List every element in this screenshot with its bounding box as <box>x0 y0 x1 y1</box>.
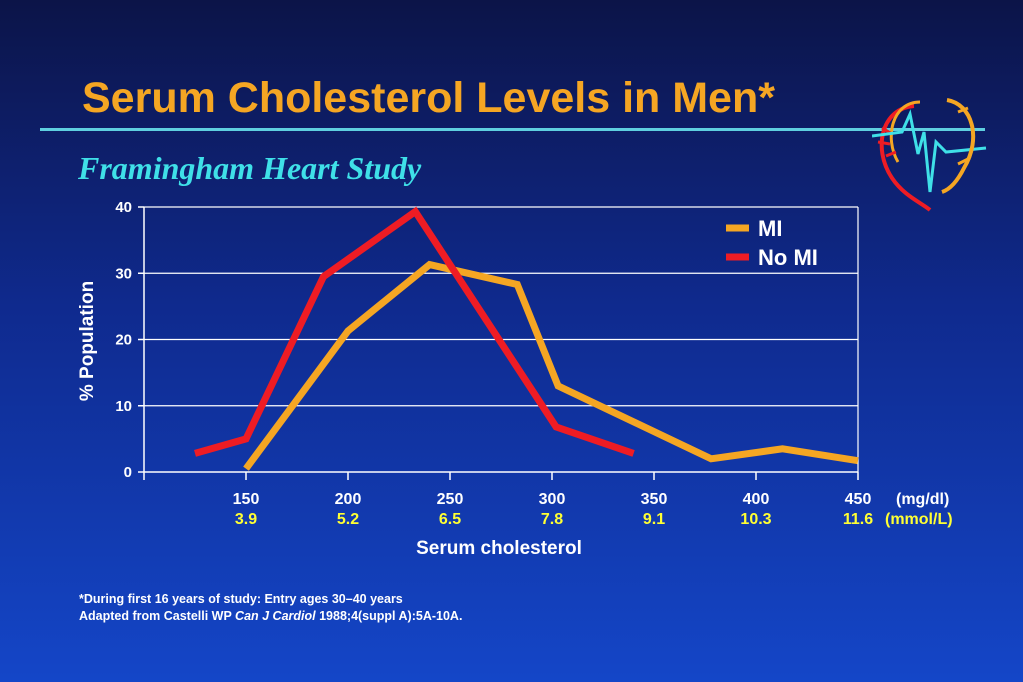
y-tick-label: 0 <box>124 464 132 481</box>
footnote-line-2: Adapted from Castelli WP Can J Cardiol 1… <box>79 608 462 625</box>
y-tick-label: 40 <box>115 199 132 216</box>
footnote: *During first 16 years of study: Entry a… <box>79 591 462 625</box>
x-tick-label-mgdl: 150 <box>233 491 260 508</box>
axes-layer <box>138 206 859 480</box>
footnote-line-2-pre: Adapted from Castelli WP <box>79 609 236 623</box>
x-tick-label-mgdl: 350 <box>641 491 668 508</box>
x-axis-title: Serum cholesterol <box>416 538 582 559</box>
y-tick-label: 30 <box>115 265 132 282</box>
x-tick-label-mmol: 10.3 <box>740 511 771 528</box>
x-tick-label-mgdl: 450 <box>845 491 872 508</box>
series-line-mi <box>243 260 859 471</box>
title-divider <box>40 128 985 131</box>
x-tick-label-mmol: 5.2 <box>337 511 359 528</box>
y-tick-label: 10 <box>115 398 132 415</box>
legend-label-mi: MI <box>758 216 782 241</box>
x-tick-label-mmol: 11.6 <box>843 511 873 528</box>
x-tick-label-mgdl: 200 <box>335 491 362 508</box>
series-line-no-mi <box>194 206 635 457</box>
footnote-line-2-post: 1988;4(suppl A):5A-10A. <box>315 609 463 623</box>
x-tick-label-mmol: 7.8 <box>541 511 563 528</box>
heart-ecg-logo-icon <box>872 98 987 212</box>
x-tick-label-mgdl: 400 <box>743 491 770 508</box>
x-unit-mmol: (mmol/L) <box>885 511 953 528</box>
slide-subtitle: Framingham Heart Study <box>78 150 422 186</box>
series-layer <box>194 206 859 471</box>
x-tick-label-mgdl: 250 <box>437 491 464 508</box>
footnote-line-1: *During first 16 years of study: Entry a… <box>79 592 403 606</box>
x-tick-label-mmol: 3.9 <box>235 511 257 528</box>
legend-label-no-mi: No MI <box>758 245 818 270</box>
x-tick-label-mmol: 6.5 <box>439 511 461 528</box>
footnote-journal: Can J Cardiol <box>235 609 316 623</box>
y-axis-title: % Population <box>77 281 98 401</box>
legend-layer: MI No MI <box>726 216 818 270</box>
grid-layer <box>144 206 858 407</box>
y-tick-label: 20 <box>115 332 132 349</box>
slide-title: Serum Cholesterol Levels in Men* <box>82 74 775 122</box>
x-unit-mgdl: (mg/dl) <box>896 491 949 508</box>
labels-layer: 0 10 20 30 40 150 3.9 200 5.2 250 6.5 300 7.8 350 9.1 4… <box>77 199 953 559</box>
x-tick-label-mmol: 9.1 <box>643 511 665 528</box>
x-tick-label-mgdl: 300 <box>539 491 566 508</box>
